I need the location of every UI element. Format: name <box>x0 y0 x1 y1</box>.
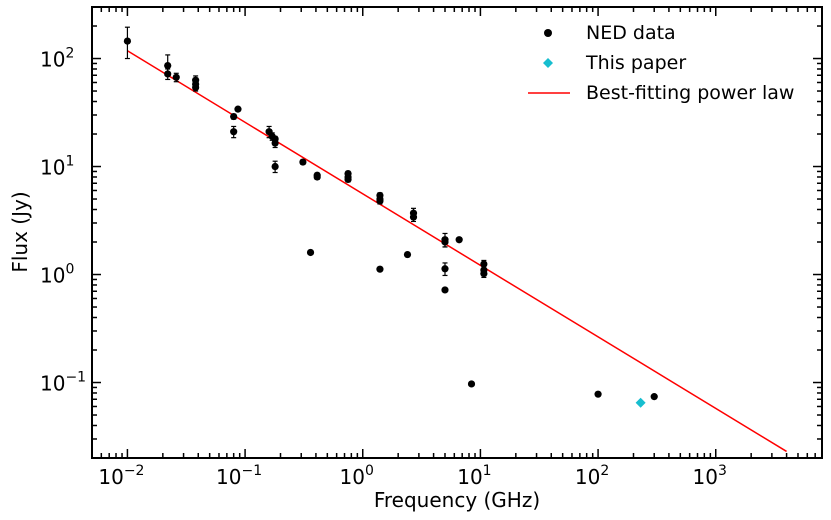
ned-data-point <box>234 105 242 113</box>
ned-data-point <box>403 250 412 259</box>
tick-marks <box>91 6 823 459</box>
ned-data-point <box>230 128 238 136</box>
ned-data-point <box>271 139 279 147</box>
legend-this-paper-label: This paper <box>585 52 686 74</box>
x-axis-label: Frequency (GHz) <box>374 488 540 512</box>
data-layer <box>123 26 658 408</box>
legend-this-paper-marker <box>543 58 553 68</box>
x-tick-label: 101 <box>457 463 491 489</box>
x-tick-label: 100 <box>340 463 374 489</box>
legend: NED data This paper Best-fitting power l… <box>528 22 794 104</box>
ned-data-point <box>123 37 132 45</box>
y-tick-label: 101 <box>40 154 74 180</box>
tick-labels: 10−2 10−1 100 101 102 103 10−1 100 101 102 <box>40 46 727 489</box>
legend-ned-label: NED data <box>586 22 676 44</box>
ned-data-point <box>164 70 172 78</box>
fit-line <box>127 50 787 453</box>
x-tick-label: 10−2 <box>98 463 144 489</box>
legend-fit-label: Best-fitting power law <box>586 82 794 104</box>
ned-data-point <box>650 393 658 401</box>
y-axis-label: Flux (Jy) <box>8 191 32 272</box>
ned-data-point <box>172 73 180 81</box>
legend-ned-marker <box>544 29 552 37</box>
ned-data-point <box>594 390 602 398</box>
ned-data-point <box>441 265 449 273</box>
ned-data-point <box>299 158 307 166</box>
this-paper-point <box>635 397 646 408</box>
ned-data-point <box>376 265 384 273</box>
ned-data-point <box>192 83 200 92</box>
x-tick-label: 103 <box>693 463 727 489</box>
x-tick-label: 10−1 <box>216 463 262 489</box>
y-tick-label: 10−1 <box>40 370 86 396</box>
y-tick-label: 102 <box>40 46 74 72</box>
ned-data-point <box>271 162 279 171</box>
ned-data-point <box>409 213 418 221</box>
plot-frame <box>91 6 823 459</box>
ned-data-point <box>455 236 463 244</box>
fit-layer <box>127 50 787 453</box>
ned-data-point <box>467 380 476 388</box>
ned-data-point <box>480 269 488 278</box>
ned-data-point <box>441 238 449 246</box>
ned-data-point <box>164 62 172 70</box>
ned-data-point <box>376 197 384 205</box>
ned-data-point <box>306 248 315 257</box>
y-tick-label: 100 <box>40 262 74 288</box>
ned-data-point <box>230 112 238 121</box>
ned-data-point <box>441 286 449 294</box>
ned-data-point <box>344 175 352 183</box>
x-tick-label: 102 <box>575 463 609 489</box>
ned-data-point <box>313 173 321 181</box>
